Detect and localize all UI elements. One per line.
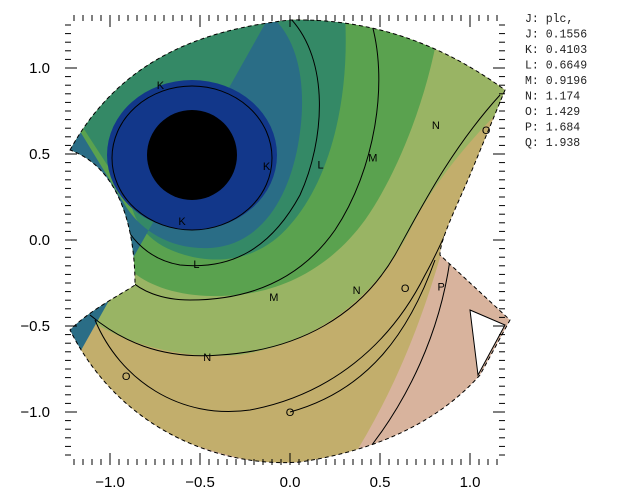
- contour-line-m: [129, 19, 380, 301]
- x-tick-label: 0.5: [370, 474, 391, 491]
- contour-label-k: K: [263, 161, 271, 173]
- legend-entry-n: N: 1.174: [525, 91, 580, 104]
- legend-entry-m: M: 0.9196: [525, 75, 587, 88]
- contour-label-o: O: [482, 125, 491, 137]
- contour-line-p: [359, 259, 451, 461]
- contour-label-n: N: [353, 285, 361, 297]
- contour-label-m: M: [368, 152, 377, 164]
- contour-label-l: L: [193, 259, 199, 271]
- legend-entry-o: O: 1.429: [525, 106, 580, 119]
- x-tick-label: 0.0: [280, 474, 301, 491]
- legend-entry-p: P: 1.684: [525, 122, 580, 135]
- y-tick-label: 0.0: [29, 232, 50, 249]
- contour-label-o: O: [122, 371, 131, 383]
- legend-entry-k: K: 0.4103: [525, 44, 587, 57]
- legend-header: J: plc,: [525, 13, 573, 26]
- x-tick-label: −0.5: [185, 474, 215, 491]
- contour-labels: K K K L L M M N N N O O O O P: [122, 80, 491, 419]
- legend-entry-l: L: 0.6649: [525, 60, 587, 73]
- y-tick-label: −1.0: [20, 404, 50, 421]
- legend-entry-q: Q: 1.938: [525, 137, 580, 150]
- contour-label-o: O: [401, 283, 410, 295]
- contour-line-o2: [289, 259, 436, 413]
- contour-line-k: [111, 85, 273, 231]
- contour-line-l: [119, 19, 320, 267]
- contour-label-k: K: [178, 216, 186, 228]
- contour-label-l: L: [318, 159, 324, 171]
- contour-line-n: [89, 94, 501, 357]
- axes: −1.0 −0.5 0.0 0.5 1.0 1.0 0.5 0.0 −0.5 −1.0: [20, 15, 505, 491]
- legend-entry-j: J: 0.1556: [525, 29, 587, 42]
- x-tick-label: 1.0: [460, 474, 481, 491]
- band-core: [147, 110, 237, 200]
- contour-label-m: M: [269, 292, 278, 304]
- contour-label-k: K: [157, 80, 165, 92]
- contour-label-n: N: [203, 352, 211, 364]
- legend: J: plc, J: 0.1556 K: 0.4103 L: 0.6649 M: 0.9…: [525, 13, 587, 150]
- y-tick-label: 0.5: [29, 146, 50, 163]
- x-tick-label: −1.0: [95, 474, 125, 491]
- contour-label-o: O: [286, 407, 295, 419]
- contour-label-p: P: [438, 281, 445, 293]
- y-tick-label: −0.5: [20, 318, 50, 335]
- y-tick-label: 1.0: [29, 60, 50, 77]
- contour-label-n: N: [432, 120, 440, 132]
